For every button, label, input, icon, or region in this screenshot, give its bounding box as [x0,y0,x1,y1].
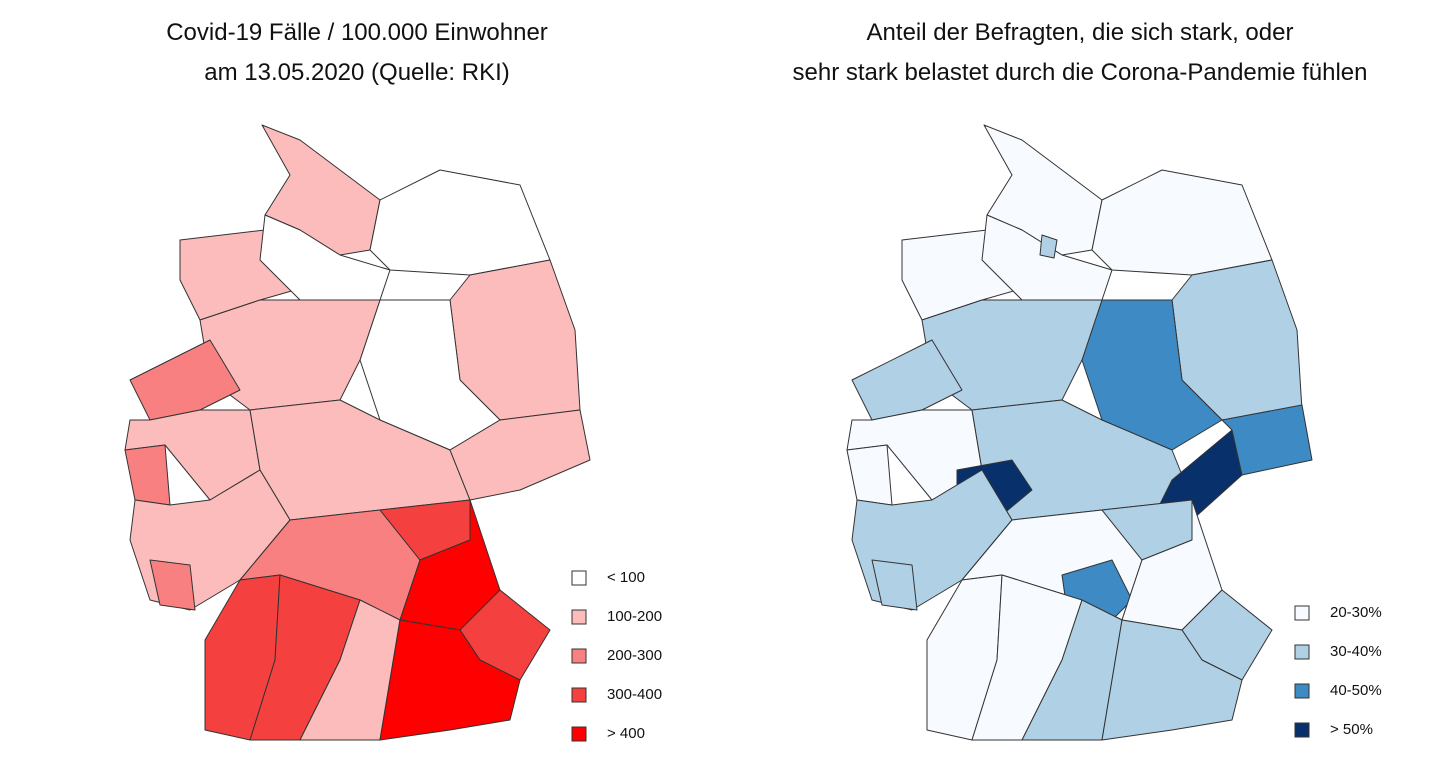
legend-label: 20-30% [1330,604,1382,621]
region [1101,619,1243,741]
title-line: Anteil der Befragten, die sich stark, od… [867,19,1294,46]
region [299,599,401,741]
region [1081,299,1223,451]
legend-swatch [1294,644,1310,660]
region [379,619,521,741]
map [124,124,591,741]
legend-swatch [1294,722,1310,738]
region [149,559,196,611]
legend-label: > 400 [607,725,645,742]
legend-label: > 50% [1330,721,1373,738]
legend-swatch [571,648,587,664]
legend-swatch [571,609,587,625]
legend-swatch [571,687,587,703]
region [129,339,241,421]
region [124,444,171,506]
legend-label: 200-300 [607,647,662,664]
region [981,214,1113,301]
legend-label: 30-40% [1330,643,1382,660]
legend-label: < 100 [607,569,645,586]
legend-swatch [1294,605,1310,621]
region [846,444,893,506]
region [1021,599,1123,741]
legend-label: 40-50% [1330,682,1382,699]
region [1039,234,1058,259]
map [846,124,1313,741]
legend-swatch [571,570,587,586]
title-line: Covid-19 Fälle / 100.000 Einwohner [166,19,548,46]
title-line: sehr stark belastet durch die Corona-Pan… [793,59,1368,86]
region [1221,404,1313,476]
legend-swatch [1294,683,1310,699]
region [259,214,391,301]
legend-label: 300-400 [607,686,662,703]
region [851,339,963,421]
legend-label: 100-200 [607,608,662,625]
region [369,169,551,276]
title-line: am 13.05.2020 (Quelle: RKI) [204,59,510,86]
region [871,559,918,611]
legend-swatch [571,726,587,742]
region [1091,169,1273,276]
